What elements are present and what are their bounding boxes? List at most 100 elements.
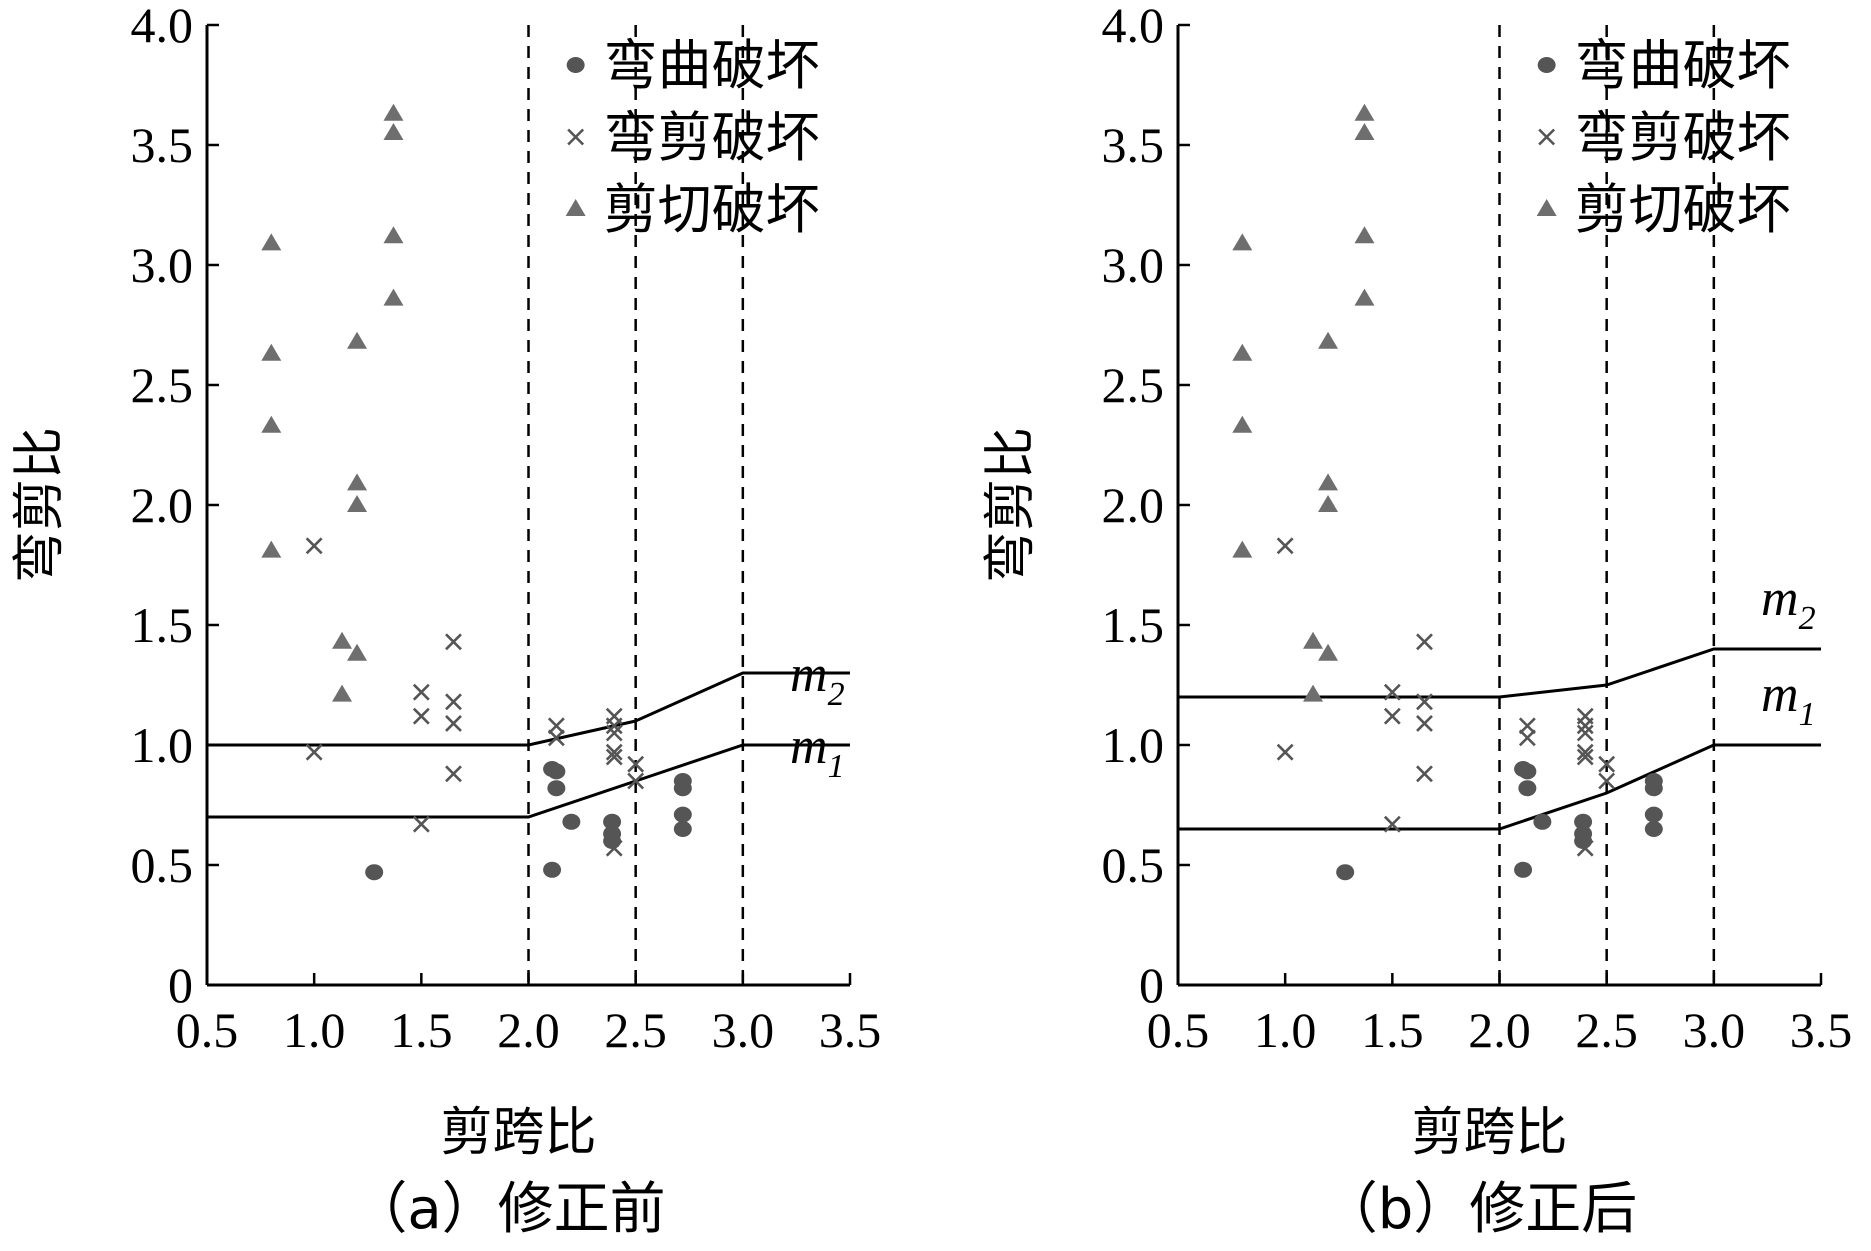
panel-caption: （b）修正后 (1322, 1177, 1638, 1242)
shear-failure-point (261, 343, 282, 361)
shear-failure-point (1303, 631, 1324, 649)
x-tick-label: 3.0 (1683, 1002, 1746, 1058)
legend-label: 弯曲破坏 (1575, 34, 1791, 97)
flexure-shear-failure-point (605, 839, 623, 857)
shear-failure-point (1303, 684, 1324, 702)
flexure-shear-failure-point (1576, 717, 1594, 735)
flexural-failure-point (547, 780, 566, 797)
y-tick-label: 1.0 (1102, 717, 1165, 773)
y-tick-label: 0.5 (1102, 837, 1165, 893)
flexural-failure-point (603, 813, 622, 830)
series-x (1276, 537, 1616, 857)
flexure-shear-failure-point (1383, 683, 1401, 701)
flexure-shear-failure-point (547, 717, 565, 735)
boundary-line-label-subscript: 1 (1799, 696, 1816, 733)
y-tick-label: 1.0 (131, 717, 194, 773)
x-tick-label: 0.5 (176, 1002, 239, 1058)
flexure-shear-failure-point (1598, 772, 1616, 790)
chart-panel-b: 00.51.01.52.02.53.03.54.00.5 1.0 1.5 2.0 2.5… (981, 0, 1852, 1242)
boundary-line-label-main: m (1761, 570, 1799, 627)
shear-failure-point (1232, 233, 1253, 251)
y-tick-label: 3.0 (131, 237, 194, 293)
x-tick-label: 1.0 (1254, 1002, 1317, 1058)
boundary-line-label: m1 (790, 718, 845, 785)
y-tick-label: 0.5 (131, 837, 194, 893)
x-axis-title: 剪跨比 (1411, 1103, 1567, 1163)
legend-marker-x (1538, 128, 1556, 146)
boundary-line-m2 (207, 671, 850, 747)
flexure-shear-failure-point (605, 748, 623, 766)
chart-panel-a: 00.51.01.52.02.53.03.54.00.5 1.0 1.5 2.0 2.5… (10, 0, 881, 1242)
y-tick-label: 0 (1139, 957, 1164, 1013)
shear-failure-point (347, 643, 368, 661)
y-tick-label: 4.0 (131, 0, 194, 53)
shear-failure-point (332, 684, 353, 702)
flexural-failure-point (673, 806, 692, 823)
boundary-line-label-subscript: 1 (828, 748, 845, 785)
shear-failure-point (261, 540, 282, 558)
flexure-shear-failure-point (1416, 633, 1433, 651)
flexure-shear-failure-point (1576, 748, 1594, 766)
shear-failure-point (261, 233, 282, 251)
shear-failure-point (383, 103, 404, 121)
legend-marker-circle (566, 57, 585, 73)
shear-failure-point (383, 226, 404, 244)
y-tick-label: 1.5 (131, 597, 194, 653)
flexure-shear-failure-point (1276, 537, 1294, 555)
x-tick-label: 2.0 (1468, 1002, 1531, 1058)
x-tick-label: 3.5 (819, 1002, 882, 1058)
legend-label: 弯剪破坏 (604, 106, 820, 169)
shear-failure-point (383, 288, 404, 306)
flexure-shear-failure-point (1598, 755, 1616, 773)
flexural-failure-point (1644, 806, 1663, 823)
y-tick-label: 3.0 (1102, 237, 1165, 293)
shear-failure-point (1318, 495, 1339, 512)
flexural-failure-point (1644, 780, 1663, 797)
flexural-failure-point (673, 780, 692, 797)
legend-label: 弯剪破坏 (1575, 106, 1791, 169)
legend-label: 剪切破坏 (1575, 178, 1791, 241)
boundary-line-label: m1 (1761, 666, 1816, 733)
flexural-failure-point (547, 763, 566, 780)
shear-failure-point (383, 123, 404, 140)
x-tick-label: 0.5 (1147, 1002, 1210, 1058)
flexure-shear-failure-point (627, 755, 645, 773)
flexure-shear-failure-point (445, 714, 462, 732)
shear-failure-point (1354, 123, 1375, 140)
shear-failure-point (1232, 540, 1253, 558)
legend-marker-triangle (565, 199, 586, 216)
flexure-shear-failure-point (1518, 729, 1536, 747)
shear-failure-point (1318, 643, 1339, 661)
flexural-failure-point (1533, 813, 1552, 830)
y-tick-label: 1.5 (1102, 597, 1165, 653)
boundary-line-m1 (1178, 743, 1821, 831)
y-tick-label: 2.0 (131, 477, 194, 533)
flexural-failure-point (1644, 821, 1663, 837)
shear-failure-point (347, 495, 368, 512)
y-tick-label: 3.5 (131, 117, 194, 173)
flexure-shear-failure-point (445, 693, 462, 711)
boundary-line-label-main: m (790, 718, 828, 775)
flexure-shear-failure-point (605, 717, 623, 735)
flexure-shear-failure-point (445, 633, 462, 651)
legend-marker-circle (1537, 57, 1556, 73)
flexure-shear-failure-point (605, 743, 623, 761)
y-axis-title: 弯剪比 (10, 427, 70, 583)
x-tick-label: 2.5 (604, 1002, 667, 1058)
y-tick-label: 2.0 (1102, 477, 1165, 533)
boundary-line-label: m2 (1761, 570, 1816, 637)
boundary-line-label-subscript: 2 (1799, 600, 1816, 637)
flexure-shear-failure-point (627, 772, 645, 790)
x-tick-label: 2.5 (1575, 1002, 1638, 1058)
boundary-line-label-main: m (790, 646, 828, 703)
x-tick-label: 1.0 (283, 1002, 346, 1058)
flexural-failure-point (1514, 861, 1533, 878)
x-tick-label: 2.0 (497, 1002, 560, 1058)
flexural-failure-point (543, 861, 562, 878)
shear-failure-point (1232, 343, 1253, 361)
flexure-shear-failure-point (605, 724, 623, 742)
legend-marker-triangle (1536, 199, 1557, 216)
